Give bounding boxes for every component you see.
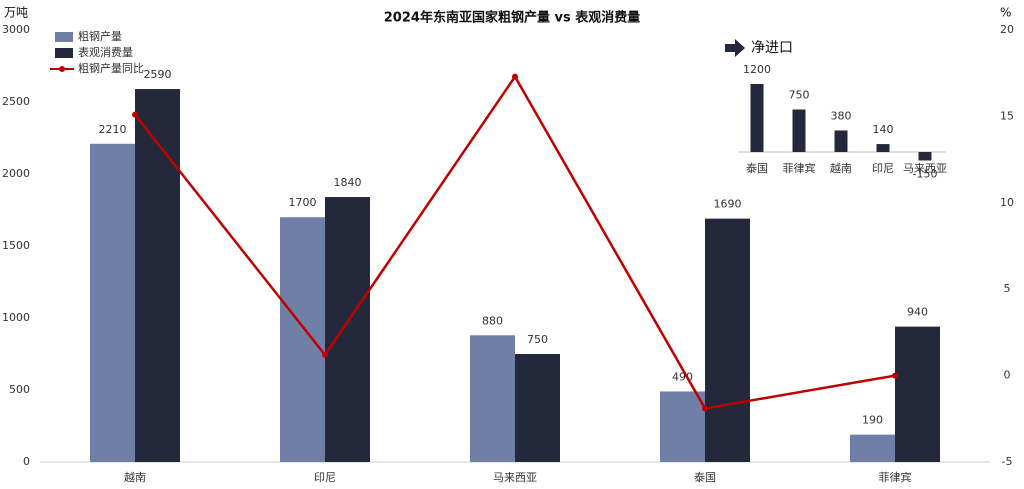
inset-category-label: 印尼 <box>872 162 894 175</box>
y2-tick-label: 0 <box>1004 369 1011 382</box>
y2-tick-label: -5 <box>1002 455 1013 468</box>
inset-data-label: 140 <box>873 123 894 136</box>
line-point <box>892 372 898 379</box>
data-label: 2210 <box>99 123 127 136</box>
inset-category-label: 越南 <box>830 161 852 175</box>
inset-data-label: 380 <box>831 109 852 122</box>
bar <box>90 143 135 462</box>
legend-label: 粗钢产量 <box>78 29 122 43</box>
bar <box>470 335 515 462</box>
bar <box>325 197 370 463</box>
x-tick-label: 泰国 <box>694 470 716 484</box>
y-tick-label: 3000 <box>2 23 30 36</box>
inset-bar <box>750 84 764 152</box>
y2-tick-label: 10 <box>1000 196 1014 209</box>
y-tick-label: 2000 <box>2 167 30 180</box>
bar <box>895 326 940 462</box>
y2-tick-label: 15 <box>1000 109 1014 122</box>
line-point <box>512 73 518 80</box>
inset-category-label: 泰国 <box>746 161 768 175</box>
data-label: 750 <box>527 333 548 346</box>
inset-data-label: -150 <box>913 168 938 181</box>
inset-bar <box>834 130 848 152</box>
chart-title: 2024年东南亚国家粗钢产量 vs 表观消费量 <box>384 10 640 26</box>
data-label: 940 <box>907 306 928 319</box>
y-tick-label: 0 <box>23 455 30 468</box>
data-label: 2590 <box>144 68 172 81</box>
inset-category-label: 马来西亚 <box>903 162 947 175</box>
data-label: 190 <box>862 414 883 427</box>
legend-label: 表观消费量 <box>78 45 133 59</box>
arrow-icon <box>725 39 745 57</box>
legend-swatch <box>55 32 73 42</box>
inset-bar <box>918 152 932 161</box>
bar <box>705 218 750 462</box>
y-tick-label: 2500 <box>2 95 30 108</box>
data-label: 1840 <box>334 176 362 189</box>
inset-data-label: 1200 <box>743 63 771 76</box>
line-point <box>322 351 328 358</box>
legend-label: 粗钢产量同比 <box>78 61 144 75</box>
y2-tick-label: 20 <box>1000 23 1014 36</box>
data-label: 1690 <box>714 198 742 211</box>
y-tick-label: 500 <box>9 383 30 396</box>
inset-bar <box>792 109 806 152</box>
x-tick-label: 马来西亚 <box>493 471 537 484</box>
x-tick-label: 越南 <box>124 470 146 484</box>
y2-axis-label: % <box>1000 6 1011 20</box>
legend-marker <box>59 66 65 72</box>
y-tick-label: 1500 <box>2 239 30 252</box>
x-tick-label: 印尼 <box>314 471 336 484</box>
bar <box>515 354 560 462</box>
y-tick-label: 1000 <box>2 311 30 324</box>
y-axis-label: 万吨 <box>4 6 28 20</box>
bar <box>850 434 895 462</box>
inset-bar <box>876 144 890 152</box>
y2-tick-label: 5 <box>1004 282 1011 295</box>
bar <box>660 391 705 462</box>
line-point <box>132 111 138 118</box>
inset-data-label: 750 <box>789 89 810 102</box>
data-label: 880 <box>482 314 503 327</box>
bar <box>135 89 180 462</box>
inset-title: 净进口 <box>751 40 793 56</box>
data-label: 1700 <box>289 196 317 209</box>
inset-category-label: 菲律宾 <box>783 161 816 175</box>
legend-swatch <box>55 48 73 58</box>
bar <box>280 217 325 462</box>
x-tick-label: 菲律宾 <box>879 470 912 484</box>
line-point <box>702 405 708 412</box>
